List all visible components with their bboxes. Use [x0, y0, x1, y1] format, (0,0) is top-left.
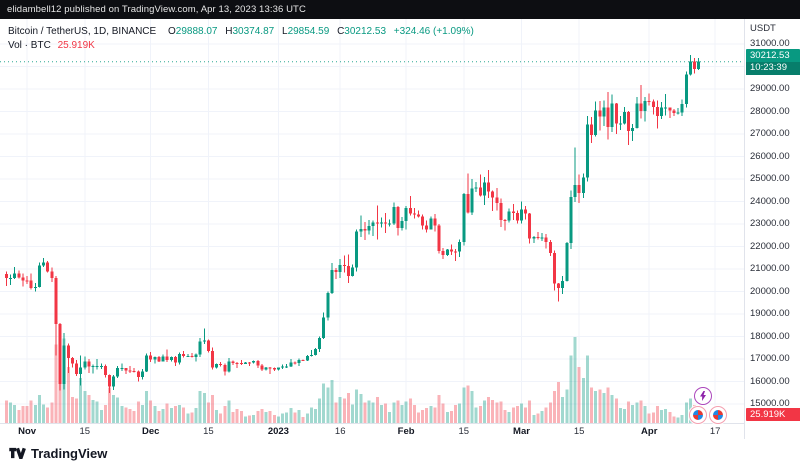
price-axis[interactable]: USDT 30212.53 10:23:39 25.919K 31000.003… [744, 19, 800, 439]
ohlc-high: H30374.87 [225, 26, 274, 37]
low-value: 29854.59 [287, 26, 330, 37]
candles [5, 55, 701, 394]
price-tick-label: 24000.00 [750, 195, 790, 207]
price-tick-label: 16000.00 [750, 375, 790, 387]
chart-legend: Bitcoin / TetherUS, 1D, BINANCE O29888.0… [8, 25, 474, 53]
high-value: 30374.87 [232, 26, 275, 37]
price-tick-label: 29000.00 [750, 83, 790, 94]
bar-countdown: 10:23:39 [746, 62, 800, 75]
price-tick-label: 23000.00 [750, 218, 790, 229]
price-tick-label: 15000.00 [750, 398, 790, 409]
time-tick-label: 15 [203, 426, 214, 437]
price-tick-label: 31000.00 [750, 38, 790, 49]
tradingview-logo-icon[interactable] [8, 447, 26, 459]
reaction-badge-2[interactable] [709, 406, 727, 424]
time-tick-label: 16 [334, 426, 346, 437]
time-tick-label: 15 [79, 426, 91, 437]
price-axis-unit: USDT [750, 23, 776, 34]
time-axis[interactable]: Nov 15 Dec 15 2023 16 Feb 15 Mar 15 Apr 17 [0, 423, 800, 440]
price-tick-label: 22000.00 [750, 240, 790, 252]
price-tick-label: 25000.00 [750, 173, 790, 184]
ohlc-low: L29854.59 [282, 26, 329, 37]
symbol-title[interactable]: Bitcoin / TetherUS, 1D, BINANCE [8, 26, 157, 37]
last-price-badge: 30212.53 10:23:39 [746, 49, 800, 75]
volume-indicator-label[interactable]: Vol · BTC [8, 40, 51, 51]
publish-text: elidambell12 published on TradingView.co… [7, 4, 306, 15]
candlestick-chart[interactable] [0, 19, 744, 423]
volume-value: 25.919K [57, 40, 95, 51]
time-tick-label: Dec [141, 426, 160, 437]
price-tick-label: 26000.00 [750, 150, 790, 162]
red-blue-emblem-icon [713, 410, 723, 420]
ohlc-close: C30212.53 [337, 26, 386, 37]
low-label: L [282, 26, 288, 37]
chart-area[interactable]: Bitcoin / TetherUS, 1D, BINANCE O29888.0… [0, 19, 800, 440]
gridlines [0, 19, 744, 423]
price-tick-label: 28000.00 [750, 105, 790, 117]
time-tick-label: 17 [709, 426, 721, 437]
price-tick-label: 21000.00 [750, 263, 790, 274]
boost-lightning-badge[interactable] [694, 387, 712, 405]
publish-bar: elidambell12 published on TradingView.co… [0, 0, 800, 19]
price-tick-label: 27000.00 [750, 128, 790, 139]
high-label: H [225, 26, 233, 37]
footer-bar: TradingView [0, 439, 800, 466]
ohlc-open: O29888.07 [168, 26, 218, 37]
time-tick-label: 2023 [267, 426, 289, 437]
price-tick-label: 17000.00 [750, 353, 790, 364]
tradingview-brand[interactable]: TradingView [31, 445, 108, 461]
close-label: C [337, 26, 345, 37]
time-tick-label: Nov [18, 426, 37, 437]
time-tick-label: Feb [397, 426, 415, 437]
close-value: 30212.53 [344, 26, 387, 37]
time-tick-label: Mar [513, 426, 530, 437]
reaction-badge-1[interactable] [689, 406, 707, 424]
price-tick-label: 18000.00 [750, 330, 790, 342]
price-change: +324.46 (+1.09%) [393, 26, 474, 37]
price-tick-label: 20000.00 [750, 285, 790, 297]
open-value: 29888.07 [175, 26, 218, 37]
lightning-icon [700, 391, 706, 401]
time-tick-label: 15 [573, 426, 585, 437]
time-tick-label: 15 [458, 426, 470, 437]
last-price-value: 30212.53 [750, 50, 790, 61]
open-label: O [167, 26, 176, 37]
volume-axis-badge: 25.919K [746, 408, 800, 421]
time-tick-label: Apr [641, 426, 658, 437]
price-tick-label: 19000.00 [750, 308, 790, 319]
red-blue-emblem-icon [693, 410, 703, 420]
